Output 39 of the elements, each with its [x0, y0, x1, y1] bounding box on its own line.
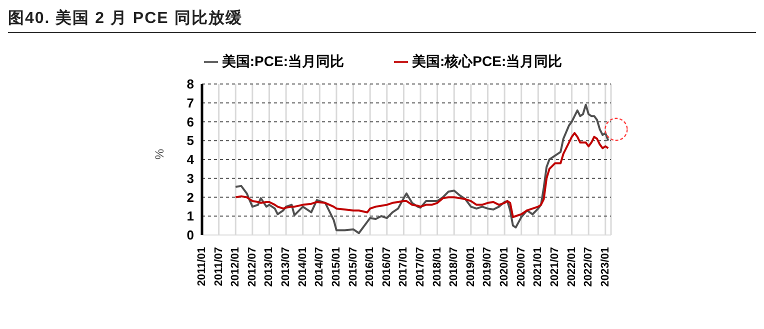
y-axis-title: % — [152, 148, 166, 160]
x-tick-label: 2022/01 — [566, 247, 578, 287]
x-tick-label: 2020/01 — [498, 247, 511, 287]
x-tick-label: 2015/01 — [330, 247, 342, 287]
x-tick-label: 2018/01 — [431, 247, 444, 287]
x-tick-label: 2018/07 — [448, 247, 460, 287]
y-tick-label: 6 — [186, 114, 194, 130]
x-tick-label: 2016/07 — [380, 247, 393, 287]
x-tick-label: 2015/07 — [347, 247, 360, 287]
x-tick-label: 2023/01 — [599, 247, 612, 287]
y-tick-label: 7 — [186, 95, 194, 110]
x-tick-label: 2019/01 — [464, 247, 477, 287]
y-tick-label: 1 — [186, 208, 194, 224]
y-tick-label: 2 — [186, 190, 194, 205]
y-tick-label: 4 — [186, 152, 195, 168]
x-tick-label: 2014/01 — [296, 247, 309, 287]
legend-label: 美国:PCE:当月同比 — [222, 53, 344, 69]
x-tick-label: 2017/07 — [414, 247, 427, 287]
x-tick-label: 2012/01 — [230, 247, 242, 287]
line-series — [234, 132, 610, 218]
x-tick-label: 2020/07 — [515, 247, 528, 287]
y-tick-label: 3 — [186, 170, 194, 186]
x-tick-label: 2021/07 — [548, 247, 561, 287]
y-tick-label: 8 — [186, 76, 194, 92]
x-tick-label: 2011/01 — [196, 247, 208, 286]
x-tick-label: 2014/07 — [314, 247, 326, 287]
y-tick-label: 5 — [186, 133, 194, 148]
x-tick-label: 2013/01 — [263, 247, 276, 287]
x-tick-label: 2019/07 — [482, 247, 494, 287]
x-tick-label: 2022/07 — [582, 247, 595, 287]
x-tick-label: 2021/01 — [532, 247, 544, 287]
x-tick-label: 2016/01 — [364, 247, 376, 287]
x-tick-label: 2013/07 — [280, 247, 292, 287]
x-tick-label: 2011/07 — [212, 247, 225, 286]
x-tick-label: 2012/07 — [246, 247, 258, 287]
y-tick-label: 0 — [186, 228, 194, 243]
legend-label: 美国:核心PCE:当月同比 — [412, 53, 562, 69]
x-tick-label: 2017/01 — [398, 247, 410, 287]
chart-title: 图40. 美国 2 月 PCE 同比放缓 — [8, 8, 756, 33]
